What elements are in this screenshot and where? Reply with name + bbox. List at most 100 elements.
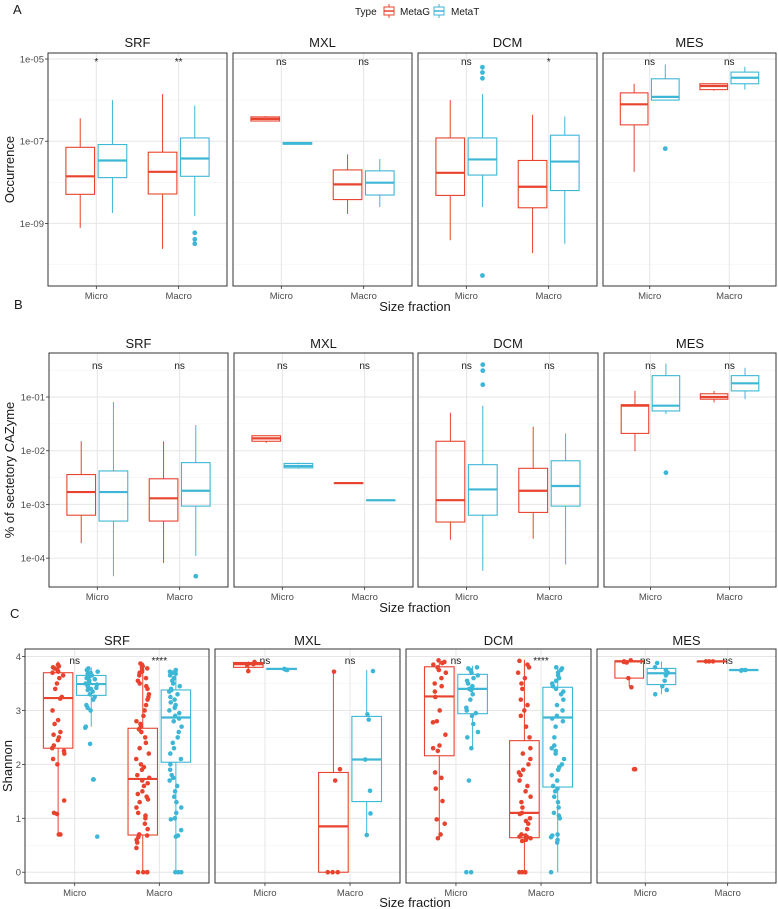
boxplot-micro-metag — [42, 661, 74, 837]
boxplot-micro-metat — [467, 362, 498, 571]
significance-label: ns — [722, 656, 733, 667]
boxplot-macro-metag — [699, 390, 729, 403]
data-point — [523, 789, 528, 794]
data-point — [330, 869, 335, 875]
data-point — [335, 869, 341, 875]
data-point — [331, 669, 337, 674]
box — [98, 470, 129, 522]
x-tick-label: Macro — [535, 291, 561, 302]
outlier-point — [662, 146, 668, 152]
data-point — [560, 708, 565, 713]
data-point — [624, 660, 630, 665]
facet-mxl: MXL Micro ns Macro ns — [232, 35, 413, 302]
data-point — [82, 725, 88, 731]
panel-border — [602, 52, 777, 287]
data-point — [550, 683, 556, 689]
facet-dcm: DCM Micro ns Macro * — [417, 35, 598, 302]
data-point — [548, 869, 554, 875]
panel-border — [232, 52, 413, 287]
box — [179, 137, 210, 177]
boxplot-micro-metag — [435, 100, 466, 241]
significance-label: ns — [345, 656, 356, 667]
boxplot-micro-metat — [266, 666, 297, 673]
data-point — [470, 683, 475, 689]
data-point — [85, 683, 91, 689]
data-point — [561, 697, 566, 702]
x-tick-label: Macro — [337, 888, 363, 899]
data-point — [62, 751, 67, 756]
significance-label: **** — [152, 656, 168, 667]
data-point — [652, 691, 658, 697]
data-point — [171, 718, 177, 724]
facet-mes: MES Micro ns Macro ns — [596, 633, 777, 899]
data-point — [434, 718, 440, 724]
data-point — [168, 817, 174, 822]
data-point — [436, 667, 442, 673]
boxplot-micro-metag — [435, 412, 466, 540]
boxplot-macro-metat — [351, 668, 383, 838]
data-point — [174, 783, 180, 789]
significance-label: ns — [461, 57, 472, 68]
boxplot-micro-metag — [423, 658, 455, 841]
data-point — [365, 711, 370, 717]
legend: Type MetaG MetaT — [355, 4, 479, 18]
data-point — [556, 675, 562, 681]
data-point — [435, 835, 441, 841]
data-point — [470, 691, 476, 697]
facet-strip-label: SRF — [104, 633, 130, 648]
data-point — [468, 869, 474, 875]
panel-label: A — [13, 2, 22, 17]
data-point — [710, 659, 716, 664]
y-tick-label: 1e-09 — [20, 219, 44, 230]
chart-row-c: C Shannon Size fraction 0 1 2 3 4 SRF Micro ns Macr… — [0, 606, 777, 909]
data-point — [520, 805, 525, 810]
x-tick-label: Micro — [253, 888, 276, 899]
facet-mes: MES Micro ns Macro ns — [602, 35, 777, 302]
facet-mxl: MXL Micro ns Macro ns — [233, 336, 414, 603]
panel-border — [48, 352, 229, 588]
data-point — [550, 783, 556, 789]
data-point — [474, 665, 480, 670]
data-point — [145, 797, 151, 802]
legend-key-metat — [433, 4, 445, 18]
data-point — [139, 767, 145, 773]
data-point — [660, 683, 665, 689]
data-point — [51, 732, 56, 738]
data-point — [663, 673, 669, 678]
chart-row-b: B % of sectetory CAZyme Size fraction 1e-04… — [2, 297, 777, 615]
data-point — [134, 805, 139, 810]
data-point — [140, 789, 145, 794]
box — [509, 740, 540, 839]
outlier-point — [480, 368, 486, 374]
boxplot-macro-metat — [730, 66, 760, 90]
data-point — [522, 675, 528, 681]
data-point — [173, 834, 179, 839]
data-point — [528, 835, 533, 841]
y-tick-label: 1e-07 — [20, 137, 44, 148]
data-point — [518, 697, 524, 702]
panel-background — [215, 649, 400, 883]
data-point — [464, 869, 469, 875]
panel-background — [418, 53, 597, 286]
x-tick-label: Macro — [536, 592, 562, 603]
data-point — [135, 869, 141, 875]
facet-strip-label: DCM — [493, 35, 523, 50]
significance-label: ns — [644, 57, 655, 68]
data-point — [434, 817, 440, 822]
x-tick-label: Micro — [270, 291, 293, 302]
data-point — [84, 667, 90, 673]
x-axis-title: Size fraction — [379, 600, 451, 615]
data-point — [440, 798, 445, 804]
boxplot-macro-metat — [549, 116, 580, 244]
boxplot-macro-metat — [179, 105, 210, 247]
data-point — [435, 748, 441, 754]
significance-label: ns — [174, 361, 185, 372]
significance-label: ns — [544, 361, 555, 372]
data-point — [433, 694, 438, 700]
data-point — [519, 681, 524, 686]
data-point — [518, 772, 523, 778]
box — [435, 440, 466, 523]
significance-label: ns — [724, 361, 735, 372]
y-tick-label: 4 — [16, 652, 21, 663]
boxplot-micro-metag — [65, 118, 96, 228]
